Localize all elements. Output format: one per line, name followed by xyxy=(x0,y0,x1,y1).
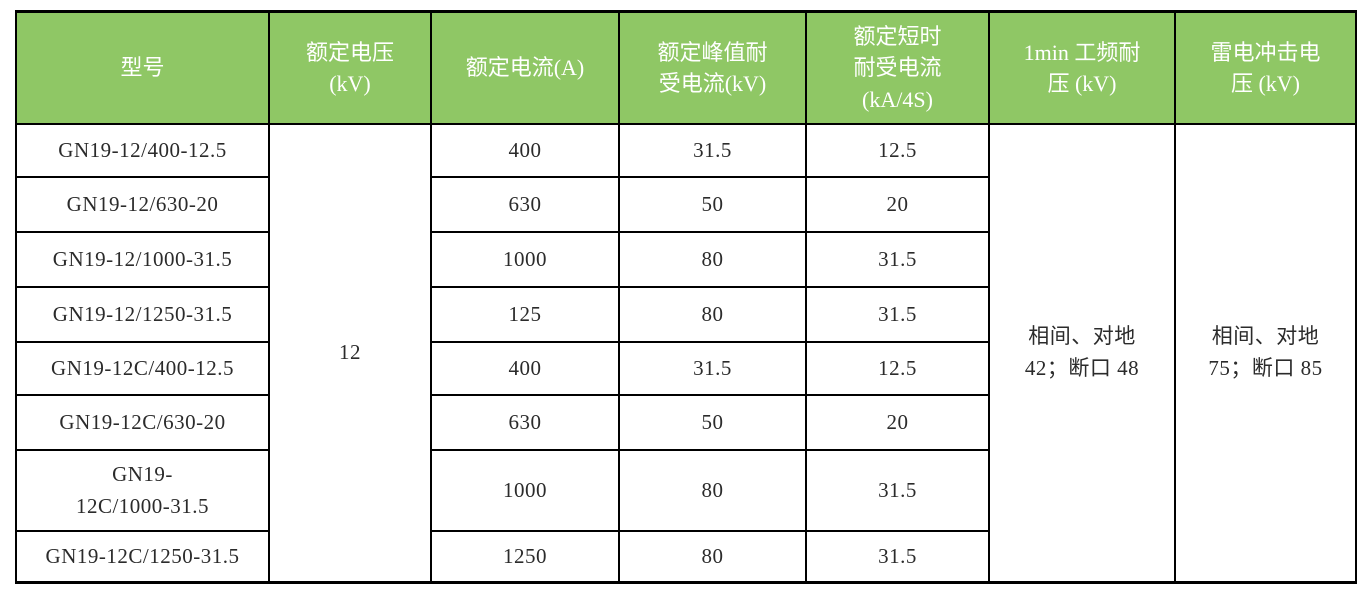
table-row: GN19-12/1250-31.5 125 80 31.5 xyxy=(15,286,1356,343)
model-cell: GN19- 12C/1000-31.5 xyxy=(15,449,270,532)
short-time-withstand-cell: 12.5 xyxy=(805,341,990,396)
col-header-rated-current: 额定电流(A) xyxy=(430,10,620,125)
rated-current-cell: 1000 xyxy=(430,449,620,532)
model-cell: GN19-12/630-20 xyxy=(15,176,270,233)
header-row: 型号 额定电压 (kV) 额定电流(A) 额定峰值耐 受电流(kV) 额定短时 … xyxy=(15,10,1357,125)
short-time-withstand-cell: 31.5 xyxy=(805,449,990,532)
peak-withstand-cell: 80 xyxy=(618,530,807,583)
peak-withstand-cell: 80 xyxy=(618,449,807,532)
short-time-withstand-cell: 31.5 xyxy=(805,231,990,288)
rated-current-cell: 400 xyxy=(430,341,620,396)
peak-withstand-cell: 80 xyxy=(618,231,807,288)
rated-current-cell: 630 xyxy=(430,176,620,233)
table-row: GN19-12/630-20 630 50 20 xyxy=(15,176,1356,233)
col-header-lightning-impulse: 雷电冲击电 压 (kV) xyxy=(1174,10,1357,125)
rated-current-cell: 630 xyxy=(430,394,620,451)
table-row: GN19- 12C/1000-31.5 1000 80 31.5 xyxy=(15,449,1356,532)
rated-voltage-merged-cell: 12 xyxy=(268,123,432,583)
peak-withstand-cell: 80 xyxy=(618,286,807,343)
rated-current-cell: 1000 xyxy=(430,231,620,288)
peak-withstand-cell: 31.5 xyxy=(618,341,807,396)
spec-table: 型号 额定电压 (kV) 额定电流(A) 额定峰值耐 受电流(kV) 额定短时 … xyxy=(15,10,1357,584)
rated-current-cell: 1250 xyxy=(430,530,620,583)
peak-withstand-cell: 50 xyxy=(618,394,807,451)
model-cell: GN19-12/1000-31.5 xyxy=(15,231,270,288)
model-cell: GN19-12/400-12.5 xyxy=(15,123,270,178)
short-time-withstand-cell: 20 xyxy=(805,394,990,451)
col-header-model: 型号 xyxy=(15,10,270,125)
col-header-peak-withstand-current: 额定峰值耐 受电流(kV) xyxy=(618,10,807,125)
model-cell: GN19-12/1250-31.5 xyxy=(15,286,270,343)
col-header-power-frequency-withstand: 1min 工频耐 压 (kV) xyxy=(988,10,1176,125)
model-cell: GN19-12C/630-20 xyxy=(15,394,270,451)
model-cell: GN19-12C/400-12.5 xyxy=(15,341,270,396)
model-cell: GN19-12C/1250-31.5 xyxy=(15,530,270,583)
short-time-withstand-cell: 31.5 xyxy=(805,286,990,343)
table-row: GN19-12/1000-31.5 1000 80 31.5 xyxy=(15,231,1356,288)
rated-current-cell: 125 xyxy=(430,286,620,343)
col-header-short-time-withstand-current: 额定短时 耐受电流 (kA/4S) xyxy=(805,10,990,125)
table-row: GN19-12C/1250-31.5 1250 80 31.5 xyxy=(15,530,1356,583)
peak-withstand-cell: 31.5 xyxy=(618,123,807,178)
power-frequency-merged-cell: 相间、对地 42；断口 48 xyxy=(988,123,1176,583)
table-row: GN19-12C/400-12.5 400 31.5 12.5 xyxy=(15,341,1356,396)
table-row: GN19-12/400-12.5 12 400 31.5 12.5 相间、对地 … xyxy=(15,123,1357,583)
short-time-withstand-cell: 31.5 xyxy=(805,530,990,583)
table-row: GN19-12C/630-20 630 50 20 xyxy=(15,394,1356,451)
col-header-rated-voltage: 额定电压 (kV) xyxy=(268,10,432,125)
peak-withstand-cell: 50 xyxy=(618,176,807,233)
short-time-withstand-cell: 20 xyxy=(805,176,990,233)
lightning-impulse-merged-cell: 相间、对地 75；断口 85 xyxy=(1174,123,1357,583)
rated-current-cell: 400 xyxy=(430,123,620,178)
short-time-withstand-cell: 12.5 xyxy=(805,123,990,178)
